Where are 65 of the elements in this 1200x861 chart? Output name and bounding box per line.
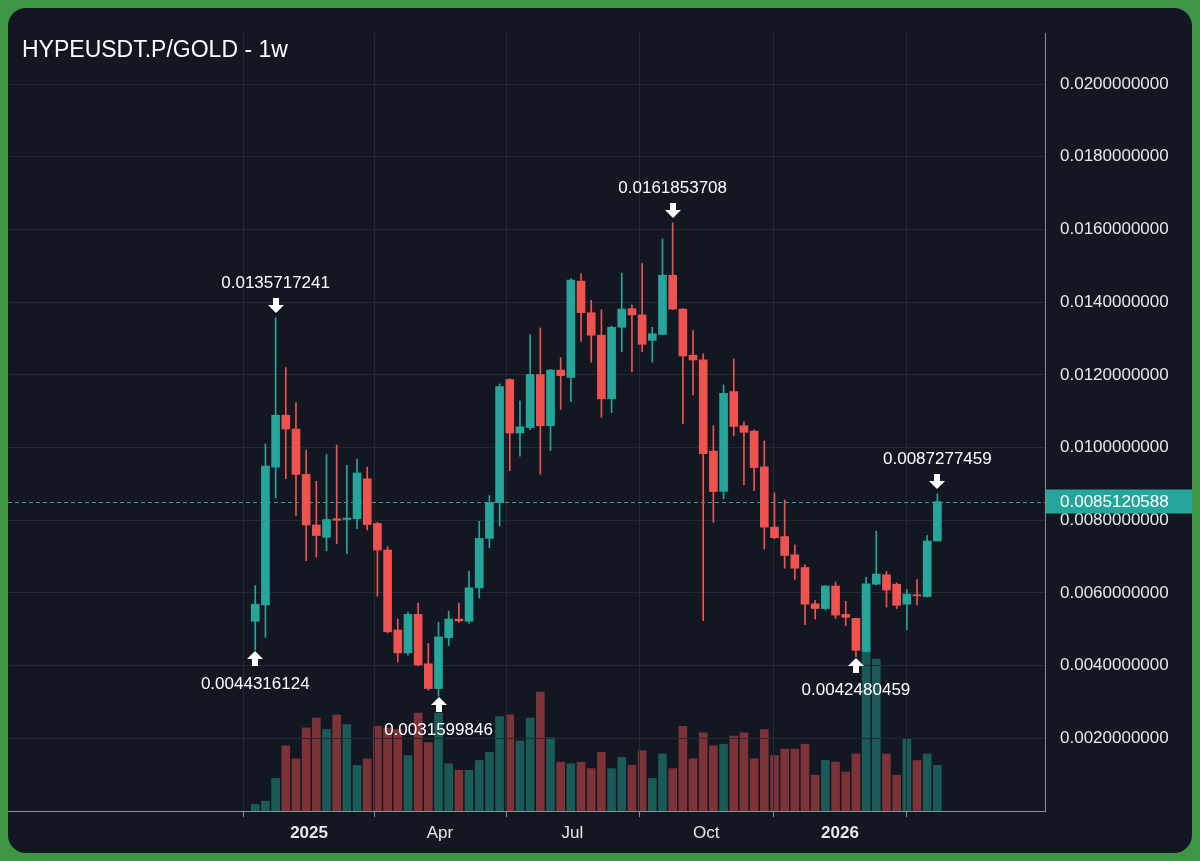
bar [912, 760, 922, 811]
bar [678, 725, 688, 811]
annotation: 0.0135717241 [221, 273, 330, 293]
y-tick-label: 0.0140000000 [1060, 291, 1169, 311]
annotation: 0.0087277459 [883, 449, 992, 469]
y-tick-label: 0.0040000000 [1060, 655, 1169, 675]
candlestick [871, 530, 881, 586]
bar [281, 745, 291, 811]
bar [688, 758, 698, 811]
y-tick-label: 0.0180000000 [1060, 146, 1169, 166]
annotation: 0.0161853708 [618, 178, 728, 198]
candlestick [739, 421, 749, 485]
bar [403, 755, 413, 811]
bar [535, 691, 545, 811]
bar [821, 760, 830, 811]
bar [525, 717, 535, 811]
x-tick-label: Jul [561, 822, 584, 842]
bar [454, 769, 464, 811]
candlestick [332, 444, 342, 545]
x-tick-label: Oct [692, 822, 720, 842]
bar [739, 732, 749, 811]
bar [546, 737, 555, 811]
bar [851, 753, 861, 811]
y-tick-label: 0.0060000000 [1060, 582, 1169, 602]
bar [291, 758, 301, 811]
bar [332, 714, 342, 811]
bar [342, 724, 352, 811]
y-tick-label: 0.0200000000 [1060, 73, 1169, 93]
y-tick-label: 0.0020000000 [1060, 728, 1169, 747]
bar [424, 742, 433, 811]
bar [810, 774, 820, 811]
bar [556, 761, 566, 811]
candlestick [556, 357, 566, 410]
annotation: 0.0031599846 [384, 719, 493, 739]
y-tick-label: 0.0080000000 [1060, 509, 1169, 529]
bar [790, 748, 800, 811]
annotation: 0.0044316124 [200, 673, 310, 693]
bar [749, 758, 759, 811]
bar [800, 743, 810, 811]
bar [627, 765, 637, 811]
bar [505, 714, 515, 811]
bar [719, 743, 728, 811]
candlestick [627, 304, 637, 372]
bar [515, 740, 525, 811]
x-tick-label: Apr [426, 822, 454, 842]
bar [668, 768, 677, 811]
bar [464, 769, 474, 811]
y-tick-label: 0.0160000000 [1060, 219, 1169, 239]
bar [566, 763, 576, 811]
candlestick [281, 367, 291, 480]
x-tick-label: 2026 [821, 822, 859, 842]
bar [301, 727, 311, 811]
bar [312, 717, 321, 811]
x-tick-label: 2025 [290, 822, 328, 842]
ref-line-label: 0.0085120588 [1060, 492, 1169, 512]
bar [576, 761, 586, 811]
annotation: 0.0042480459 [801, 680, 911, 700]
candlestick [515, 400, 525, 457]
bar [729, 735, 739, 811]
y-tick-label: 0.0120000000 [1060, 364, 1169, 384]
candlestick [912, 579, 922, 606]
bar [352, 765, 362, 811]
chart-title: HYPEUSDT.P/GOLD - 1w [22, 36, 289, 63]
bar [322, 729, 331, 811]
y-tick-label: 0.0100000000 [1060, 437, 1169, 457]
